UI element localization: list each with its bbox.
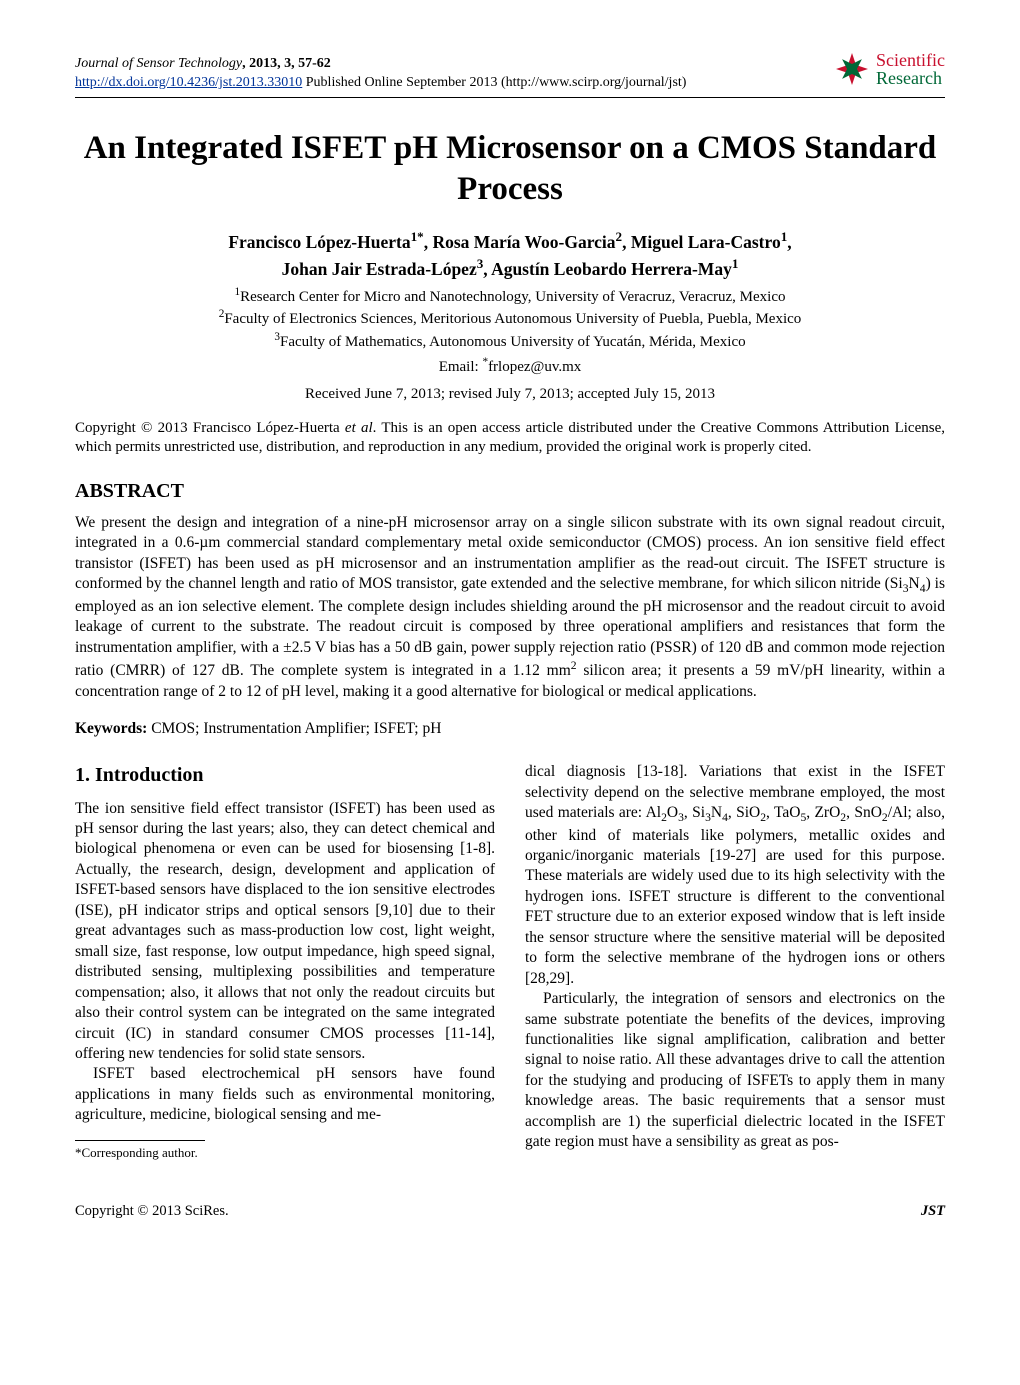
logo-text-top: Scientific	[876, 51, 945, 69]
publisher-logo: Scientific Research	[834, 51, 945, 87]
left-p2: ISFET based electrochemical pH sensors h…	[75, 1064, 495, 1125]
right-column: dical diagnosis [13-18]. Variations that…	[525, 762, 945, 1161]
right-p1: dical diagnosis [13-18]. Variations that…	[525, 762, 945, 989]
authors: Francisco López-Huerta1*, Rosa María Woo…	[75, 228, 945, 281]
logo-text-bottom: Research	[876, 69, 945, 87]
journal-title: Journal of Sensor Technology	[75, 56, 242, 71]
intro-heading: 1. Introduction	[75, 762, 495, 788]
journal-citation: , 2013, 3, 57-62	[242, 56, 331, 71]
footnote: *Corresponding author.	[75, 1144, 495, 1161]
header-rule	[75, 97, 945, 98]
journal-header: Journal of Sensor Technology, 2013, 3, 5…	[75, 55, 686, 93]
footer-right: JST	[921, 1203, 945, 1220]
dates: Received June 7, 2013; revised July 7, 2…	[75, 386, 945, 403]
pub-info: Published Online September 2013 (http://…	[302, 75, 686, 90]
doi-link[interactable]: http://dx.doi.org/10.4236/jst.2013.33010	[75, 75, 302, 90]
abstract-text: We present the design and integration of…	[75, 513, 945, 702]
compass-icon	[834, 51, 870, 87]
left-p1: The ion sensitive field effect transisto…	[75, 799, 495, 1065]
page-footer: Copyright © 2013 SciRes. JST	[75, 1203, 945, 1220]
affiliations: 1Research Center for Micro and Nanotechn…	[75, 285, 945, 352]
paper-title: An Integrated ISFET pH Microsensor on a …	[75, 128, 945, 211]
footnote-rule	[75, 1140, 205, 1141]
footer-left: Copyright © 2013 SciRes.	[75, 1203, 229, 1220]
left-column: 1. Introduction The ion sensitive field …	[75, 762, 495, 1161]
email-line: Email: *frlopez@uv.mx	[75, 356, 945, 376]
copyright: Copyright © 2013 Francisco López-Huerta …	[75, 419, 945, 458]
abstract-heading: ABSTRACT	[75, 480, 945, 503]
keywords: Keywords: CMOS; Instrumentation Amplifie…	[75, 720, 945, 738]
right-p2: Particularly, the integration of sensors…	[525, 989, 945, 1153]
